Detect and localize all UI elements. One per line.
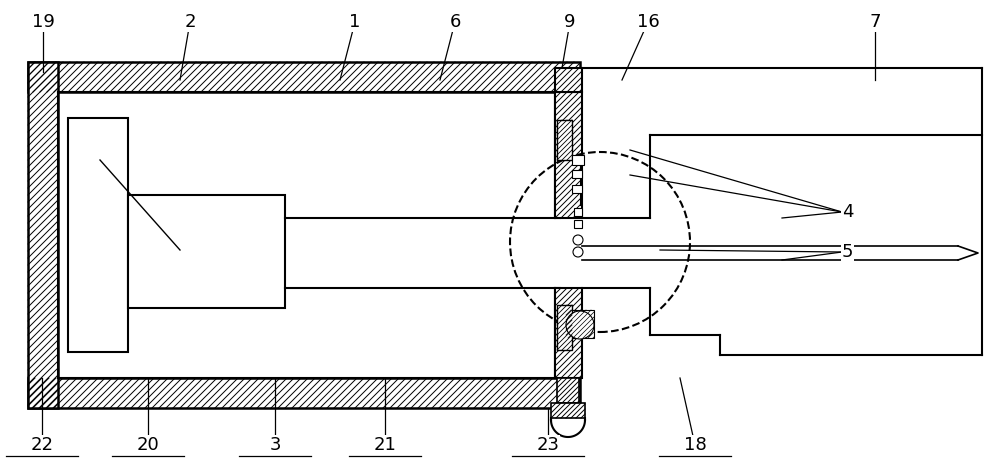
Bar — [572, 155, 584, 165]
Text: 20: 20 — [137, 436, 159, 454]
Text: 18: 18 — [684, 436, 706, 454]
Bar — [28, 378, 580, 408]
Bar — [557, 305, 572, 350]
Bar — [574, 208, 582, 216]
Bar — [557, 378, 579, 403]
Bar — [28, 62, 580, 92]
Bar — [551, 403, 585, 418]
Bar — [68, 118, 128, 352]
Text: 19: 19 — [32, 13, 54, 31]
Bar — [555, 92, 582, 218]
Text: 4: 4 — [842, 203, 854, 221]
Text: 16: 16 — [637, 13, 659, 31]
Bar — [557, 120, 572, 160]
Text: 6: 6 — [449, 13, 461, 31]
Text: 5: 5 — [842, 243, 854, 261]
Bar — [555, 288, 582, 378]
Text: 7: 7 — [869, 13, 881, 31]
Circle shape — [573, 235, 583, 245]
Text: 9: 9 — [564, 13, 576, 31]
Text: 23: 23 — [536, 436, 560, 454]
Bar — [572, 185, 582, 193]
Circle shape — [573, 247, 583, 257]
Bar — [555, 68, 582, 92]
Bar — [28, 62, 58, 408]
Bar — [566, 310, 594, 338]
Bar — [572, 170, 582, 178]
Bar — [128, 195, 285, 308]
Text: 3: 3 — [269, 436, 281, 454]
Bar — [574, 220, 582, 228]
Text: 21: 21 — [374, 436, 396, 454]
Text: 22: 22 — [30, 436, 54, 454]
Text: 1: 1 — [349, 13, 361, 31]
Text: 2: 2 — [184, 13, 196, 31]
Circle shape — [566, 311, 594, 339]
